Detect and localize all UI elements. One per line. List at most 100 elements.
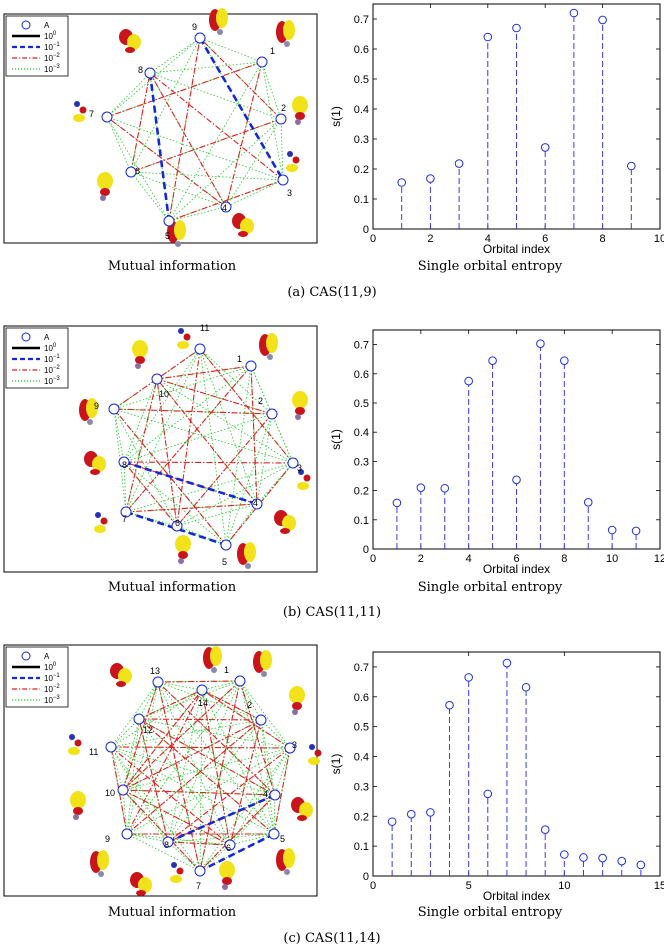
link-1e-2 [130, 118, 282, 173]
orbital-node [194, 865, 206, 877]
link-1e-2 [113, 348, 201, 410]
y-axis-label: s(1) [329, 429, 343, 450]
orbital-label: 1 [270, 46, 275, 56]
orbital-isosurface-icon [90, 850, 109, 877]
y-tick-label: 0.7 [354, 662, 369, 674]
link-1e-3 [125, 462, 294, 513]
orbital-label: 7 [122, 514, 127, 524]
stem-marker [617, 856, 627, 866]
orbital-node [194, 343, 206, 355]
orbital-label: 5 [222, 557, 227, 567]
link-1e-2 [156, 365, 252, 380]
link-1e-3 [138, 718, 291, 749]
link-1e-2 [201, 689, 231, 846]
y-tick-label: 0.5 [354, 398, 369, 410]
x-tick-label: 0 [370, 233, 376, 245]
orbital-label: 2 [258, 396, 263, 406]
orbital-isosurface-icon [297, 469, 311, 490]
y-tick-label: 0 [363, 544, 369, 556]
orbital-label: 12 [143, 725, 153, 735]
orbital-node [152, 676, 164, 688]
link-1e-2 [106, 61, 263, 118]
link-1e-2 [122, 789, 231, 846]
orbital-isosurface-icon [177, 328, 191, 349]
x-tick-label: 0 [370, 880, 376, 892]
orbital-isosurface-icon [292, 391, 308, 420]
orbital-node [245, 360, 257, 372]
legend-label: 10−3 [44, 64, 60, 74]
orbital-label: 14 [198, 698, 208, 708]
link-1e-3 [130, 171, 284, 181]
orbital-node [268, 828, 280, 840]
legend-label: 10−3 [44, 695, 60, 705]
stem-marker [512, 23, 521, 33]
orbital-node [162, 836, 174, 848]
orbital-label: 8 [164, 840, 169, 850]
orbital-node [266, 408, 278, 420]
orbital-label: 2 [247, 700, 252, 710]
stem-marker [583, 497, 593, 507]
link-1e-3 [110, 718, 140, 748]
y-tick-label: 0.7 [354, 340, 369, 352]
link-1e-3 [149, 61, 263, 74]
orbital-isosurface-icon [203, 646, 222, 673]
link-1e-3 [113, 408, 178, 527]
link-1e-3 [225, 179, 284, 208]
orbital-label: 4 [263, 789, 268, 799]
y-tick-label: 0.1 [354, 841, 369, 853]
link-1e-3 [123, 378, 158, 463]
legend-marker-icon [21, 332, 31, 342]
legend-label: 10−2 [44, 365, 60, 375]
link-1e-2 [122, 680, 241, 791]
stem-marker [560, 356, 569, 365]
y-tick-label: 0.3 [354, 781, 369, 793]
orbital-node [151, 373, 163, 385]
link-1e-2 [156, 378, 258, 505]
link-1e-3 [260, 719, 275, 835]
orbital-label: 5 [165, 231, 170, 241]
stem-marker [607, 525, 617, 535]
link-1e-3 [274, 747, 291, 796]
link-1e-3 [156, 378, 258, 505]
link-1e-2 [156, 378, 273, 415]
link-1e-3 [123, 413, 273, 463]
orbital-isosurface-icon [292, 96, 308, 125]
link-1e-2 [167, 841, 231, 846]
link-1e-1 [198, 37, 285, 181]
link-1e-3 [130, 171, 227, 208]
entropy-stem-plot: 0 0.1 0.2 0.3 0.4 0.5 0.6 0.7 0 5 10 15 Orbital inde… [329, 651, 664, 903]
legend-label: 10−2 [44, 53, 60, 63]
link-1e-2 [229, 719, 262, 846]
link-1e-2 [225, 61, 263, 208]
y-tick-label: 0.6 [354, 44, 369, 56]
stem-marker [397, 178, 407, 187]
stem-marker [426, 808, 435, 817]
link-1e-3 [122, 789, 201, 872]
orbital-label: 9 [105, 834, 110, 844]
orbital-label: 3 [297, 463, 302, 473]
stem-marker [598, 15, 607, 25]
link-1e-2 [126, 719, 262, 835]
link-1e-2 [123, 461, 294, 464]
orbital-node [120, 506, 132, 518]
link-1e-3 [239, 680, 275, 835]
x-tick-label: 10 [654, 233, 664, 245]
link-1e-3 [138, 718, 231, 846]
link-1e-2 [123, 461, 178, 527]
link-1e-2 [122, 789, 276, 796]
panel-c-right-caption: Single orbital entropy [417, 905, 563, 920]
link-1e-3 [110, 746, 201, 872]
link-1e-3 [110, 681, 159, 748]
link-1e-2 [239, 680, 276, 796]
stem-marker [445, 700, 454, 710]
orbital-label: 4 [222, 203, 227, 213]
legend-label: 10−1 [44, 354, 60, 364]
x-tick-label: 2 [418, 553, 424, 565]
link-1e-2 [122, 719, 262, 791]
orbital-isosurface-icon [289, 686, 305, 715]
stem-marker [387, 817, 397, 826]
stem-marker [521, 682, 531, 692]
orbital-node [269, 789, 281, 801]
link-1e-3 [239, 680, 262, 721]
